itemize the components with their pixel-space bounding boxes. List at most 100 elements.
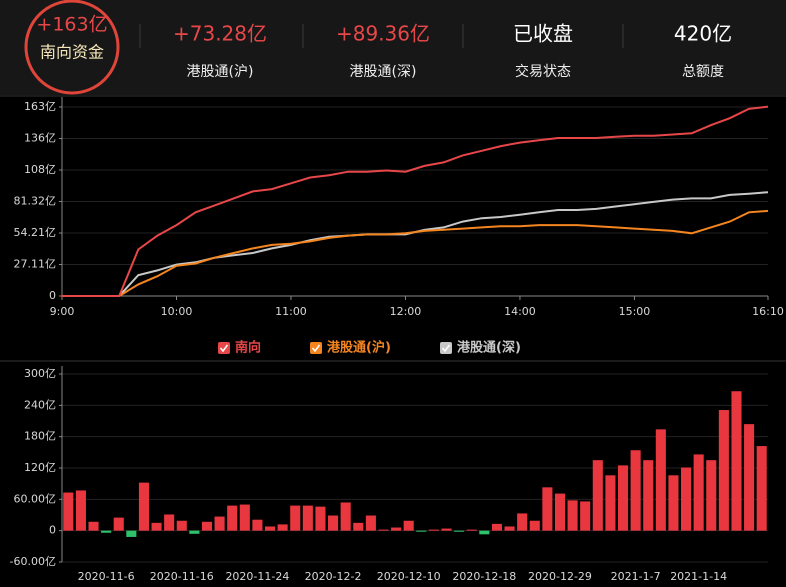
bar <box>731 391 742 531</box>
bar <box>567 500 578 531</box>
bar <box>630 450 641 531</box>
stat-value: +73.28亿 <box>173 22 267 46</box>
legend-label: 南向 <box>235 340 261 356</box>
bar <box>554 493 566 531</box>
bar <box>529 520 540 531</box>
x-tick-label: 2021-1-14 <box>670 570 727 583</box>
x-tick-label: 2020-11-24 <box>225 570 289 583</box>
bar <box>416 530 427 532</box>
bar <box>189 530 200 534</box>
bar <box>479 530 490 535</box>
bar <box>239 504 250 531</box>
x-tick-label: 2020-12-18 <box>452 570 516 583</box>
bar <box>655 429 666 531</box>
legend-box <box>310 342 322 354</box>
bar <box>277 524 288 531</box>
bar <box>617 465 629 531</box>
y-tick-label: 180亿 <box>24 430 56 443</box>
bar <box>227 505 238 531</box>
y-tick-label: 136亿 <box>24 132 56 145</box>
series-line <box>62 209 769 297</box>
main-value: +163亿 <box>36 14 107 36</box>
x-tick-label: 15:00 <box>619 305 651 318</box>
bar <box>101 530 112 533</box>
stat-label: 交易状态 <box>515 63 571 80</box>
stat-label: 港股通(沪) <box>187 64 254 80</box>
bar <box>252 519 263 531</box>
stat-value: +89.36亿 <box>336 22 430 46</box>
main-label: 南向资金 <box>40 43 104 62</box>
bar <box>744 424 755 531</box>
bar <box>378 529 389 531</box>
x-tick-label: 14:00 <box>504 305 536 318</box>
bar <box>176 520 187 531</box>
header-bg <box>0 0 786 95</box>
bar <box>138 482 149 531</box>
bar <box>428 529 439 531</box>
x-tick-label: 11:00 <box>275 305 307 318</box>
y-tick-label: 27.11亿 <box>14 258 57 271</box>
series-line <box>62 105 769 297</box>
y-tick-label: 60.00亿 <box>14 492 57 505</box>
x-tick-label: 16:10 <box>752 305 784 318</box>
y-tick-label: 0 <box>49 289 56 302</box>
x-tick-label: 2020-12-2 <box>305 570 362 583</box>
y-tick-label: 81.32亿 <box>14 195 57 208</box>
bar <box>542 487 553 531</box>
bar <box>605 475 616 531</box>
stat-value: 已收盘 <box>513 22 573 46</box>
x-tick-label: 10:00 <box>161 305 193 318</box>
bar <box>264 526 276 531</box>
x-tick-label: 2020-12-10 <box>377 570 441 583</box>
bar <box>668 475 679 531</box>
bar <box>151 522 162 531</box>
legend-box <box>218 342 230 354</box>
bar <box>340 502 351 531</box>
bar <box>441 528 452 531</box>
bar <box>491 523 502 531</box>
bar <box>592 460 603 531</box>
bar <box>681 467 692 531</box>
legend-check <box>311 344 321 353</box>
x-tick-label: 2020-11-6 <box>78 570 135 583</box>
stat-label: 总额度 <box>682 64 724 80</box>
x-tick-label: 2020-11-16 <box>150 570 214 583</box>
x-tick-label: 2021-1-7 <box>611 570 661 583</box>
y-tick-label: 108亿 <box>24 163 56 176</box>
bar <box>353 522 364 531</box>
legend-label: 港股通(沪) <box>327 340 391 356</box>
legend-box <box>440 342 452 354</box>
bar <box>290 505 301 531</box>
bar <box>706 460 717 531</box>
bar <box>315 506 326 531</box>
legend-check <box>219 344 229 353</box>
x-tick-label: 9:00 <box>50 305 75 318</box>
bar <box>517 513 528 531</box>
bar <box>63 492 74 531</box>
bar <box>643 460 654 531</box>
bar <box>365 515 376 531</box>
bar <box>328 515 339 531</box>
bar <box>718 410 729 531</box>
y-tick-label: 300亿 <box>24 367 56 380</box>
bar <box>580 501 591 531</box>
legend-check <box>441 344 451 353</box>
stat-label: 港股通(深) <box>350 64 417 80</box>
y-tick-label: 120亿 <box>24 461 56 474</box>
bar <box>403 520 414 531</box>
bar <box>302 505 313 531</box>
bar <box>504 526 515 531</box>
y-tick-label: 163亿 <box>24 100 56 113</box>
y-tick-label: 240亿 <box>24 398 56 411</box>
y-tick-label: 0 <box>49 524 56 537</box>
bar <box>466 529 477 531</box>
bar <box>693 454 704 531</box>
bar <box>113 517 124 531</box>
stat-value: 420亿 <box>674 22 732 46</box>
bar <box>75 490 86 531</box>
series-line <box>62 191 769 297</box>
y-tick-label: -60.00亿 <box>10 555 56 568</box>
y-tick-label: 54.21亿 <box>14 226 57 239</box>
